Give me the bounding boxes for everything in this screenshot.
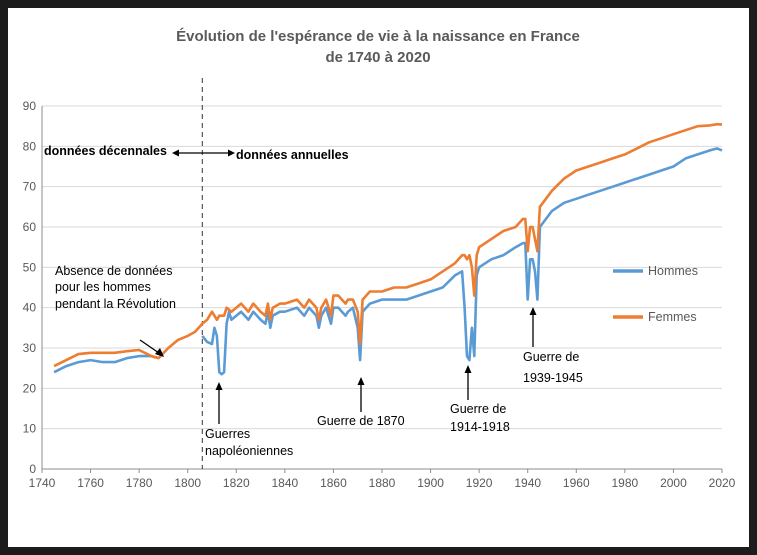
- double-arrow-left-head: [172, 149, 179, 157]
- legend-femmes-label: Femmes: [648, 310, 697, 324]
- annotation-napoleon-line-2: napoléoniennes: [205, 444, 293, 458]
- annotation-annual: données annuelles: [236, 148, 349, 162]
- x-tick-label: 1940: [514, 476, 541, 490]
- y-tick-label: 40: [23, 301, 37, 315]
- chart-title-line-2: de 1740 à 2020: [325, 49, 430, 66]
- annotations: données décennales données annuelles Abs…: [44, 144, 583, 458]
- war1870-arrow-head: [357, 377, 365, 385]
- x-tick-label: 1980: [612, 476, 639, 490]
- tick-labels: 0 10 20 30 40 50 60 70 80 90 1740 1760 1780 1800 1820 1…: [23, 99, 736, 490]
- grid: [42, 105, 722, 430]
- x-tick-label: 1780: [126, 476, 153, 490]
- double-arrow-right-head: [228, 149, 235, 157]
- y-tick-label: 30: [23, 341, 37, 355]
- annotation-decennial: données décennales: [44, 144, 167, 158]
- annotation-absence-line-1: Absence de données: [55, 264, 172, 278]
- y-tick-label: 0: [29, 462, 36, 476]
- ww1-arrow-head: [464, 365, 472, 373]
- series-line-femmes: [53, 122, 723, 368]
- series-lines: [53, 122, 723, 376]
- ww2-arrow-head: [529, 307, 537, 315]
- absence-arrow-line: [139, 339, 160, 354]
- x-tick-label: 1820: [223, 476, 250, 490]
- absence-arrow-head: [155, 348, 164, 357]
- annotation-ww2-line-1: Guerre de: [523, 350, 579, 364]
- legend: Hommes Femmes: [613, 264, 698, 324]
- annotation-napoleon-line-1: Guerres: [205, 427, 250, 441]
- x-tick-label: 1900: [417, 476, 444, 490]
- y-tick-label: 70: [23, 180, 37, 194]
- y-tick-label: 50: [23, 260, 37, 274]
- annotation-absence-line-2: pour les hommes: [55, 280, 151, 294]
- chart-frame: Évolution de l'espérance de vie à la nai…: [8, 8, 749, 547]
- x-tick-label: 1840: [272, 476, 299, 490]
- legend-hommes-label: Hommes: [648, 264, 698, 278]
- x-tick-label: 2020: [709, 476, 736, 490]
- series-line-hommes: [53, 147, 723, 376]
- y-tick-label: 80: [23, 139, 37, 153]
- y-tick-label: 60: [23, 220, 37, 234]
- x-tick-label: 1860: [320, 476, 347, 490]
- annotation-ww1-line-2: 1914-1918: [450, 420, 510, 434]
- axes: [41, 106, 723, 473]
- x-tick-label: 1920: [466, 476, 493, 490]
- x-tick-label: 1740: [29, 476, 56, 490]
- chart-svg: Évolution de l'espérance de vie à la nai…: [23, 28, 736, 490]
- annotation-ww1-line-1: Guerre de: [450, 402, 506, 416]
- y-tick-label: 20: [23, 381, 37, 395]
- x-tick-label: 1880: [369, 476, 396, 490]
- y-tick-label: 90: [23, 99, 37, 113]
- y-tick-label: 10: [23, 422, 37, 436]
- napoleon-arrow-head: [215, 382, 223, 390]
- x-tick-label: 1960: [563, 476, 590, 490]
- x-tick-label: 1800: [174, 476, 201, 490]
- x-tick-label: 1760: [77, 476, 104, 490]
- annotation-absence-line-3: pendant la Révolution: [55, 297, 176, 311]
- annotation-ww2-line-2: 1939-1945: [523, 371, 583, 385]
- chart-title-line-1: Évolution de l'espérance de vie à la nai…: [176, 28, 580, 45]
- x-tick-label: 2000: [660, 476, 687, 490]
- annotation-1870: Guerre de 1870: [317, 414, 405, 428]
